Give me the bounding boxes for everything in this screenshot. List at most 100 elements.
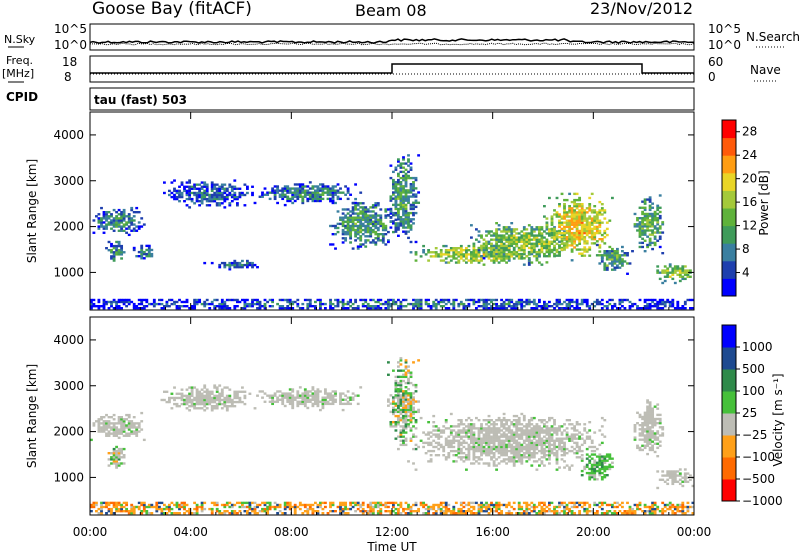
echo-cell bbox=[641, 438, 645, 441]
echo-cell bbox=[580, 459, 584, 462]
echo-cell bbox=[238, 390, 242, 393]
echo-cell bbox=[200, 197, 204, 201]
echo-cell bbox=[656, 430, 660, 433]
echo-cell bbox=[485, 454, 488, 457]
echo-cell bbox=[236, 195, 239, 199]
echo-cell bbox=[387, 214, 390, 217]
echo-cell bbox=[656, 422, 660, 425]
echo-cell bbox=[465, 425, 468, 428]
echo-cell bbox=[651, 409, 655, 412]
echo-cell bbox=[198, 187, 202, 190]
echo-cell bbox=[112, 458, 116, 461]
echo-cell bbox=[588, 248, 592, 251]
echo-cell bbox=[374, 220, 378, 223]
echo-cell bbox=[437, 454, 441, 457]
echo-cell bbox=[671, 472, 675, 475]
echo-cell bbox=[326, 187, 330, 190]
echo-cell bbox=[102, 213, 106, 216]
echo-cell bbox=[467, 259, 471, 262]
echo-cell bbox=[412, 307, 415, 310]
echo-cell bbox=[480, 439, 483, 442]
echo-cell bbox=[515, 452, 519, 455]
echo-cell bbox=[399, 383, 403, 387]
echo-cell bbox=[565, 464, 569, 467]
echo-cell bbox=[407, 404, 410, 407]
echo-cell bbox=[319, 187, 322, 190]
echo-cell bbox=[210, 183, 214, 186]
colorbar-tick-label: 16 bbox=[742, 195, 757, 209]
echo-cell bbox=[482, 433, 486, 436]
colorbar-swatch bbox=[722, 172, 736, 191]
echo-cell bbox=[671, 470, 675, 473]
echo-cell bbox=[492, 261, 496, 264]
echo-cell bbox=[560, 307, 564, 310]
echo-cell bbox=[256, 298, 259, 302]
echo-cell bbox=[548, 437, 551, 440]
echo-cell bbox=[371, 228, 375, 232]
echo-cell bbox=[392, 197, 395, 200]
echo-cell bbox=[392, 408, 395, 412]
echo-cell bbox=[560, 437, 564, 440]
echo-cell bbox=[218, 384, 222, 387]
echo-cell bbox=[527, 419, 531, 422]
echo-cell bbox=[301, 402, 305, 406]
echo-cell bbox=[319, 195, 322, 198]
echo-cell bbox=[656, 413, 660, 417]
echo-cell bbox=[115, 507, 119, 511]
echo-cell bbox=[543, 305, 546, 308]
echo-cell bbox=[527, 435, 531, 438]
echo-cell bbox=[517, 460, 521, 463]
echo-cell bbox=[105, 422, 108, 425]
echo-cell bbox=[487, 307, 491, 310]
echo-cell bbox=[573, 231, 577, 235]
echo-cell bbox=[409, 398, 413, 401]
echo-cell bbox=[288, 396, 292, 399]
echo-cell bbox=[125, 507, 129, 511]
echo-cell bbox=[429, 443, 433, 447]
echo-cell bbox=[326, 189, 330, 192]
echo-cell bbox=[180, 398, 184, 402]
echo-cell bbox=[173, 300, 176, 304]
echo-cell bbox=[480, 449, 483, 453]
echo-cell bbox=[376, 214, 380, 217]
echo-cell bbox=[527, 458, 531, 461]
echo-cell bbox=[115, 428, 119, 431]
echo-cell bbox=[643, 300, 647, 304]
noise-left-label: N.Sky bbox=[4, 33, 36, 46]
echo-cell bbox=[510, 242, 514, 245]
echo-cell bbox=[487, 447, 491, 451]
echo-cell bbox=[563, 209, 566, 212]
echo-cell bbox=[538, 261, 541, 264]
echo-cell bbox=[112, 432, 116, 435]
echo-cell bbox=[392, 181, 395, 184]
echo-cell bbox=[480, 255, 483, 258]
echo-cell bbox=[475, 238, 478, 241]
echo-cell bbox=[553, 246, 556, 250]
echo-cell bbox=[540, 240, 544, 243]
echo-cell bbox=[689, 474, 692, 477]
echo-cell bbox=[477, 431, 481, 434]
echo-cell bbox=[402, 230, 405, 233]
echo-cell bbox=[205, 187, 209, 190]
echo-cell bbox=[414, 427, 418, 430]
echo-cell bbox=[437, 437, 441, 440]
echo-cell bbox=[643, 202, 647, 205]
echo-cell bbox=[402, 166, 405, 169]
echo-cell bbox=[505, 252, 509, 256]
echo-cell bbox=[502, 257, 506, 260]
echo-cell bbox=[369, 206, 373, 209]
echo-cell bbox=[399, 429, 403, 432]
echo-cell bbox=[286, 300, 290, 304]
echo-cell bbox=[565, 433, 569, 436]
echo-cell bbox=[538, 419, 541, 422]
echo-cell bbox=[490, 458, 493, 461]
echo-cell bbox=[512, 228, 516, 231]
echo-cell bbox=[321, 187, 325, 190]
echo-cell bbox=[122, 229, 126, 232]
echo-cell bbox=[183, 300, 186, 304]
echo-cell bbox=[454, 454, 458, 457]
echo-cell bbox=[527, 234, 531, 237]
echo-cell bbox=[306, 197, 310, 201]
echo-cell bbox=[578, 229, 582, 233]
echo-cell bbox=[656, 269, 660, 272]
